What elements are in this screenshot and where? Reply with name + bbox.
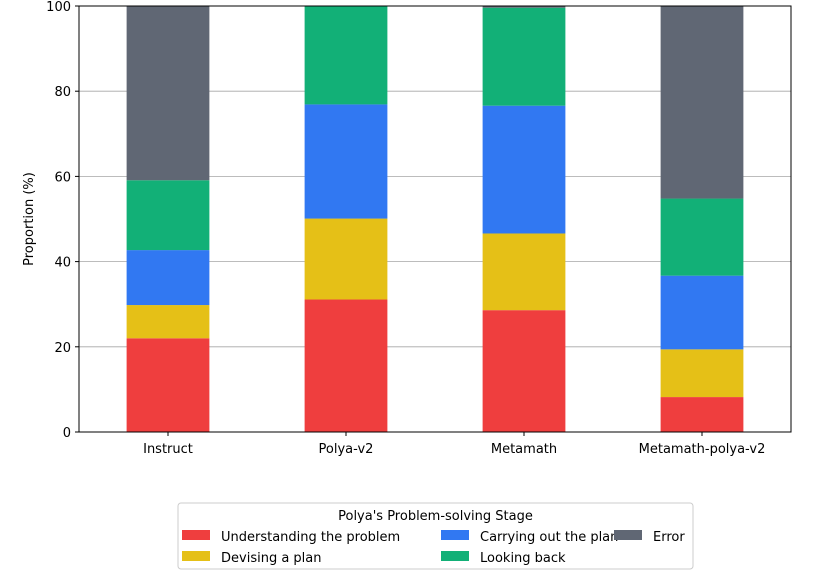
x-tick-label: Metamath	[491, 442, 557, 457]
bar-stack-instruct	[126, 6, 210, 432]
bar-metamath-polya-v2-devising-a-plan	[660, 349, 744, 398]
bar-instruct-devising-a-plan	[126, 305, 210, 339]
bar-metamath-understanding-the-problem	[482, 310, 566, 432]
y-tick-label: 80	[54, 85, 71, 100]
legend: Polya's Problem-solving Stage Understand…	[177, 502, 694, 570]
bar-stack-metamath	[482, 6, 566, 432]
x-axis: Instruct Polya-v2 Metamath Metamath-polya-v…	[143, 432, 765, 457]
x-tick-label: Polya-v2	[319, 442, 374, 457]
legend-swatch-error	[614, 530, 642, 540]
bar-instruct-error	[126, 6, 210, 181]
x-tick-label: Metamath-polya-v2	[639, 442, 766, 457]
bar-stack-polya-v2	[304, 6, 388, 432]
legend-label-carrying-out-the-plan: Carrying out the plan	[480, 530, 618, 545]
bar-polya-v2-carrying-out-the-plan	[304, 104, 388, 219]
y-tick-label: 0	[63, 426, 71, 441]
bar-metamath-error	[482, 6, 566, 8]
legend-label-devising-a-plan: Devising a plan	[221, 551, 322, 566]
bars	[126, 6, 744, 432]
bar-polya-v2-devising-a-plan	[304, 218, 388, 300]
y-tick-label: 60	[54, 170, 71, 185]
bar-metamath-carrying-out-the-plan	[482, 105, 566, 234]
bar-metamath-polya-v2-error	[660, 6, 744, 199]
legend-label-looking-back: Looking back	[480, 551, 566, 566]
bar-metamath-polya-v2-carrying-out-the-plan	[660, 275, 744, 350]
legend-label-understanding-the-problem: Understanding the problem	[221, 530, 400, 545]
y-tick-label: 20	[54, 341, 71, 356]
legend-swatch-understanding-the-problem	[182, 530, 210, 540]
bar-metamath-polya-v2-understanding-the-problem	[660, 397, 744, 432]
legend-swatch-looking-back	[441, 551, 469, 561]
legend-label-error: Error	[653, 530, 685, 545]
bar-polya-v2-understanding-the-problem	[304, 299, 388, 432]
bar-metamath-looking-back	[482, 7, 566, 106]
bar-metamath-polya-v2-looking-back	[660, 198, 744, 276]
y-axis: 0 20 40 60 80 100	[46, 0, 79, 441]
y-tick-label: 40	[54, 256, 71, 271]
y-tick-label: 100	[46, 0, 71, 15]
bar-metamath-devising-a-plan	[482, 233, 566, 311]
bar-instruct-carrying-out-the-plan	[126, 250, 210, 306]
legend-title: Polya's Problem-solving Stage	[338, 509, 533, 524]
bar-instruct-understanding-the-problem	[126, 338, 210, 432]
legend-box	[177, 502, 694, 570]
bar-polya-v2-looking-back	[304, 6, 388, 105]
x-tick-label: Instruct	[143, 442, 193, 457]
legend-swatch-devising-a-plan	[182, 551, 210, 561]
legend-swatch-carrying-out-the-plan	[441, 530, 469, 540]
bar-instruct-looking-back	[126, 180, 210, 251]
bar-stack-metamath-polya-v2	[660, 6, 744, 432]
y-axis-label: Proportion (%)	[22, 172, 37, 266]
plot-frame	[78, 5, 792, 433]
